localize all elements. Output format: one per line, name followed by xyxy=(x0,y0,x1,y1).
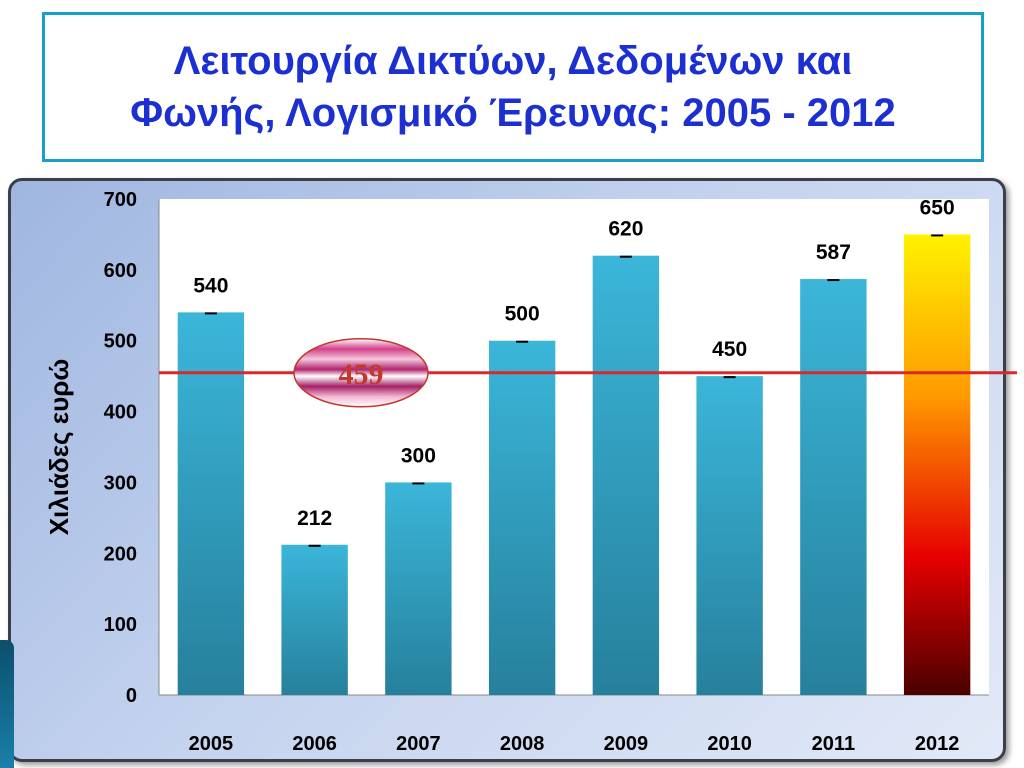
y-tick-400: 400 xyxy=(104,402,137,424)
x-ticks-group: 2005 2006 2007 2008 2009 2010 2011 2012 xyxy=(189,733,960,755)
x-tick-2007: 2007 xyxy=(396,733,441,755)
y-tick-300: 300 xyxy=(104,472,137,494)
corner-decoration xyxy=(0,640,14,768)
x-tick-2011: 2011 xyxy=(812,733,855,755)
x-tick-2008: 2008 xyxy=(500,733,545,755)
average-label: 459 xyxy=(339,358,384,391)
bar-2007 xyxy=(385,482,452,695)
y-ticks-group: 0 100 200 300 400 500 600 700 xyxy=(104,189,137,707)
data-label-2011: 587 xyxy=(816,241,851,264)
y-tick-200: 200 xyxy=(104,543,137,565)
x-tick-2005: 2005 xyxy=(189,733,234,755)
data-label-2008: 500 xyxy=(505,303,540,326)
data-label-2010: 450 xyxy=(712,338,747,361)
data-label-2005: 540 xyxy=(193,274,228,297)
bar-2010 xyxy=(696,376,763,695)
data-label-2006: 212 xyxy=(297,507,332,530)
bar-2008 xyxy=(488,340,556,695)
y-tick-500: 500 xyxy=(104,331,137,353)
bar-2012 xyxy=(903,234,971,695)
average-badge xyxy=(293,338,429,408)
reference-line-group: 459 xyxy=(159,338,1017,408)
bar-2009 xyxy=(592,255,660,695)
x-tick-2006: 2006 xyxy=(292,733,337,755)
bars-group: 540 212 300 500 620 450 587 650 xyxy=(177,196,971,695)
data-label-2009: 620 xyxy=(608,218,643,241)
title-line-1: Λειτουργία Δικτύων, Δεδομένων και xyxy=(173,39,853,83)
y-tick-100: 100 xyxy=(104,614,137,636)
bar-2005 xyxy=(177,312,245,695)
bar-2006 xyxy=(281,544,348,695)
y-tick-700: 700 xyxy=(104,189,137,211)
data-label-2007: 300 xyxy=(401,444,436,467)
x-tick-2012: 2012 xyxy=(915,733,960,755)
title-box: Λειτουργία Δικτύων, Δεδομένων και Φωνής,… xyxy=(42,12,984,162)
title-line-2: Φωνής, Λογισμικό Έρευνας: 2005 - 2012 xyxy=(130,91,896,135)
x-tick-2009: 2009 xyxy=(604,733,649,755)
x-tick-2010: 2010 xyxy=(707,733,752,755)
y-tick-600: 600 xyxy=(104,260,137,282)
y-axis-label: Χιλιάδες ευρώ xyxy=(44,359,74,536)
y-tick-0: 0 xyxy=(126,685,137,707)
page-title: Λειτουργία Δικτύων, Δεδομένων και Φωνής,… xyxy=(130,35,896,139)
bar-2011 xyxy=(800,279,867,695)
data-label-2012: 650 xyxy=(920,196,955,219)
